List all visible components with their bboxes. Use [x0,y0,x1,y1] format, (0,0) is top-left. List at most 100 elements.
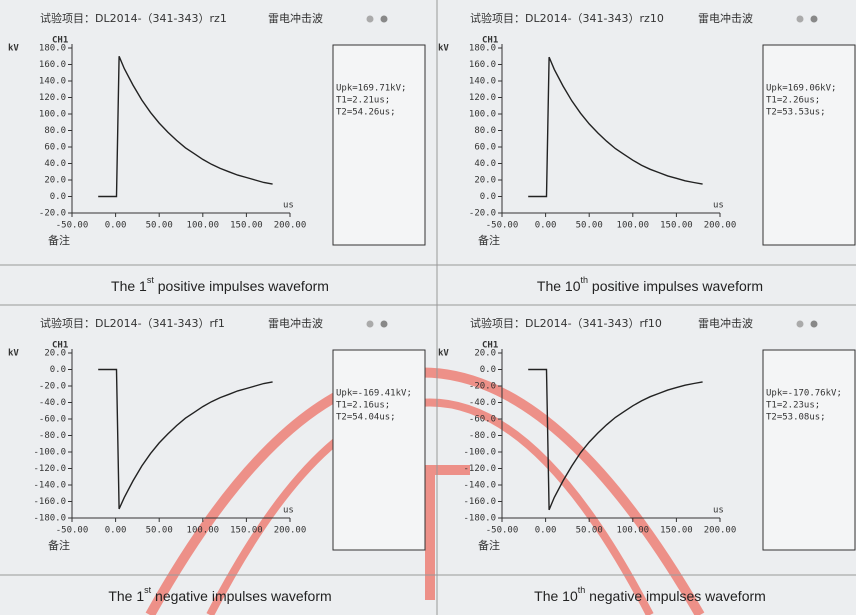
caption-sup: st [147,275,155,285]
x-tick-label: 0.00 [535,526,557,536]
y-tick-label: 0.0 [50,365,66,375]
y-tick-label: 180.0 [469,44,496,54]
caption-rest: positive impulses waveform [154,278,329,294]
readout-box [332,349,426,551]
y-tick-label: 60.0 [44,143,66,153]
x-tick-label: 200.00 [704,526,737,536]
y-tick-label: 160.0 [469,60,496,70]
x-tick-label: 100.00 [187,526,220,536]
x-tick-label: 0.00 [105,526,127,536]
caption-rest: positive impulses waveform [588,278,763,294]
y-tick-label: 20.0 [44,349,66,359]
readout-line: Upk=-169.41kV; [336,389,412,399]
y-tick-label: 100.0 [39,110,66,120]
x-tick-label: 50.00 [146,221,173,231]
status-dot [796,320,804,328]
x-tick-label: -50.00 [486,526,519,536]
y-tick-label: -140.0 [463,481,496,491]
caption-text: The 10 [537,278,581,294]
caption-text: The 1 [108,588,144,604]
readout-box [762,349,856,551]
channel-label: CH1 [482,36,498,46]
y-tick-label: -20.0 [469,209,496,219]
readout-line: Upk=169.71kV; [336,84,406,94]
y-tick-label: 20.0 [474,349,496,359]
y-tick-label: 80.0 [474,126,496,136]
y-tick-label: -80.0 [39,431,66,441]
x-tick-label: -50.00 [486,221,519,231]
caption-text: The 10 [534,588,578,604]
readout-line: T1=2.21us; [336,96,390,106]
x-tick-label: -50.00 [56,221,89,231]
x-tick-label: 200.00 [704,221,737,231]
panel-title: 试验项目：DL2014-（341-343）rz1 [40,11,227,25]
x-tick-label: 150.00 [660,221,693,231]
panel-subtitle: 雷电冲击波 [698,316,753,330]
remark: 备注 [478,538,500,552]
y-tick-label: -40.0 [469,398,496,408]
y-tick-label: -140.0 [33,481,66,491]
y-tick-label: -20.0 [39,382,66,392]
caption: The 1st positive impulses waveform [111,275,329,293]
y-tick-label: 140.0 [469,77,496,87]
waveform [98,56,273,198]
panel-subtitle: 雷电冲击波 [268,11,323,25]
y-tick-label: -180.0 [463,514,496,524]
x-tick-label: 150.00 [230,526,263,536]
readout-line: T1=2.26us; [766,96,820,106]
y-tick-label: 0.0 [480,192,496,202]
x-tick-label: 50.00 [576,221,603,231]
status-dot [380,320,388,328]
caption-rest: negative impulses waveform [151,588,332,604]
y-axis-label: kV [8,349,19,359]
readout-line: Upk=169.06kV; [766,84,836,94]
remark: 备注 [48,233,70,247]
caption-sup: th [578,585,586,595]
y-tick-label: 20.0 [44,176,66,186]
readout-line: Upk=-170.76kV; [766,389,842,399]
readout-box [332,44,426,246]
y-tick-label: 120.0 [39,93,66,103]
x-tick-label: -50.00 [56,526,89,536]
y-tick-label: 80.0 [44,126,66,136]
y-tick-label: -160.0 [33,497,66,507]
y-tick-label: -20.0 [39,209,66,219]
y-tick-label: -120.0 [33,464,66,474]
remark: 备注 [48,538,70,552]
readout-box [762,44,856,246]
caption: The 1st negative impulses waveform [108,585,331,603]
panel-subtitle: 雷电冲击波 [698,11,753,25]
x-tick-label: 100.00 [617,221,650,231]
x-axis-label: us [713,201,724,211]
y-tick-label: -80.0 [469,431,496,441]
x-axis-label: us [283,506,294,516]
x-tick-label: 0.00 [535,221,557,231]
y-tick-label: 120.0 [469,93,496,103]
status-dot [810,15,818,23]
caption-text: The 1 [111,278,147,294]
panel-title: 试验项目：DL2014-（341-343）rf10 [470,316,662,330]
status-dot [366,15,374,23]
readout-line: T1=2.23us; [766,401,820,411]
x-tick-label: 100.00 [187,221,220,231]
y-tick-label: -100.0 [463,448,496,458]
panel-title: 试验项目：DL2014-（341-343）rf1 [40,316,225,330]
waveform [528,368,703,511]
y-tick-label: -20.0 [469,382,496,392]
x-tick-label: 150.00 [660,526,693,536]
x-axis-label: us [283,201,294,211]
status-dot [796,15,804,23]
x-tick-label: 100.00 [617,526,650,536]
channel-label: CH1 [52,341,68,351]
x-tick-label: 0.00 [105,221,127,231]
x-axis-label: us [713,506,724,516]
y-tick-label: -40.0 [39,398,66,408]
readout-line: T2=53.08us; [766,413,826,423]
y-tick-label: 40.0 [44,159,66,169]
caption-rest: negative impulses waveform [585,588,766,604]
x-tick-label: 150.00 [230,221,263,231]
status-dot [380,15,388,23]
y-tick-label: 60.0 [474,143,496,153]
